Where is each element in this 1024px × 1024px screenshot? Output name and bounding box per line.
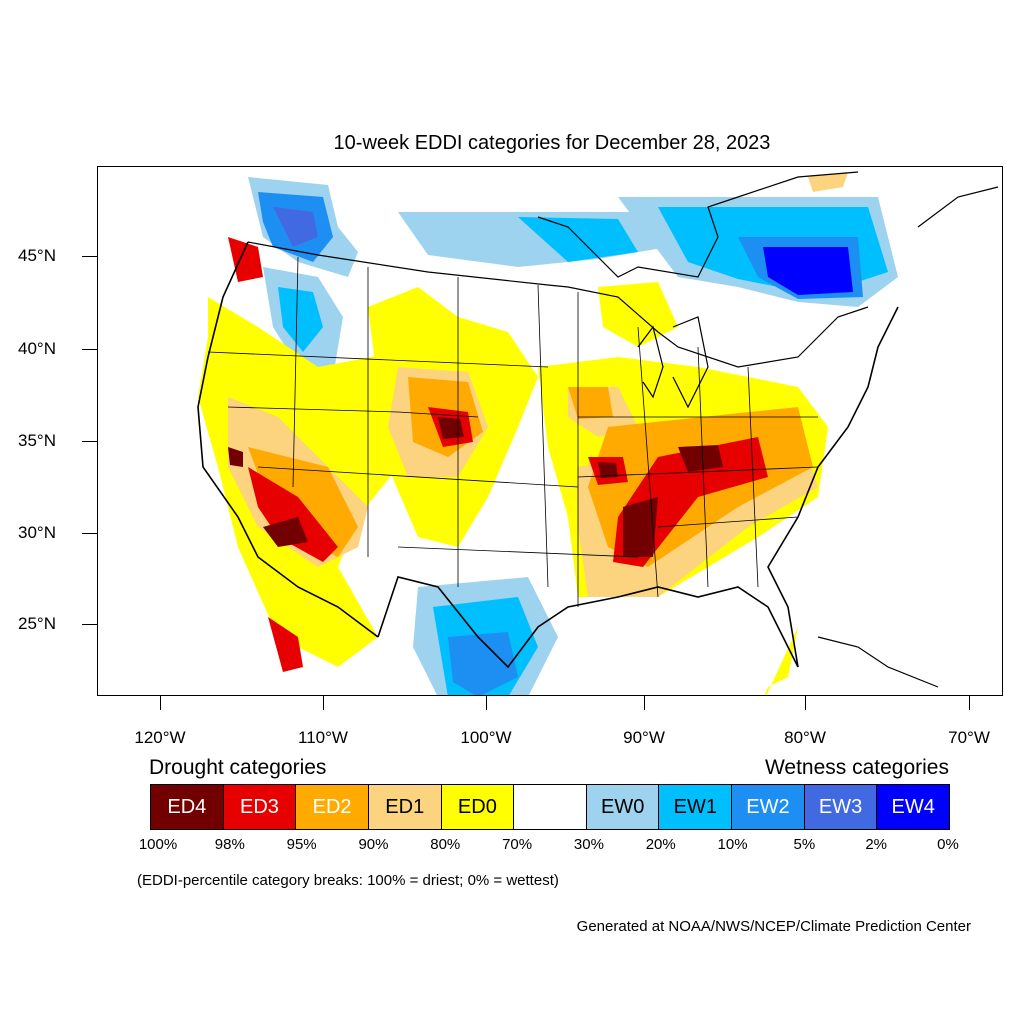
lon-tick (969, 696, 970, 710)
drought-categories-heading: Drought categories (149, 756, 327, 779)
lat-label-45: 45°N (18, 246, 56, 265)
eddi-map (97, 166, 1003, 696)
lon-tick (323, 696, 324, 710)
lon-label-70: 70°W (948, 728, 990, 747)
legend-box-ew2: EW2 (732, 785, 805, 829)
category-breaks-note: (EDDI-percentile category breaks: 100% =… (137, 872, 559, 889)
legend-box-ew3: EW3 (804, 785, 878, 829)
dry-regions (198, 172, 848, 695)
lat-tick (82, 624, 97, 625)
lon-tick (805, 696, 806, 710)
lon-label-120: 120°W (134, 728, 186, 747)
lat-label-40: 40°N (18, 339, 56, 358)
percent-break-label: 5% (793, 836, 816, 853)
legend-box-ed4: ED4 (151, 785, 224, 829)
boundaries (197, 171, 999, 688)
percent-break-label: 90% (358, 836, 389, 853)
lat-label-30: 30°N (18, 523, 56, 542)
percent-break-label: 10% (717, 836, 748, 853)
lon-tick (486, 696, 487, 710)
lat-label-25: 25°N (18, 614, 56, 633)
legend-box-ew0: EW0 (586, 785, 660, 829)
percent-break-label: 20% (645, 836, 676, 853)
percent-break-label: 98% (214, 836, 245, 853)
legend-box-ed3: ED3 (223, 785, 297, 829)
legend-box-neutral (514, 785, 587, 829)
lon-label-80: 80°W (784, 728, 826, 747)
legend-box-ew4: EW4 (877, 785, 950, 829)
lon-label-110: 110°W (298, 728, 348, 747)
percent-break-label: 100% (138, 836, 178, 853)
lon-label-90: 90°W (623, 728, 665, 747)
lat-tick (82, 533, 97, 534)
lon-tick (644, 696, 645, 710)
percent-break-label: 80% (430, 836, 461, 853)
legend-box-ed2: ED2 (296, 785, 369, 829)
legend-box-ew1: EW1 (659, 785, 733, 829)
category-legend: ED4 ED3 ED2 ED1 ED0 EW0 EW1 EW2 EW3 EW4 (150, 784, 950, 830)
lon-tick (160, 696, 161, 710)
percent-break-label: 30% (573, 836, 604, 853)
legend-box-ed0: ED0 (441, 785, 515, 829)
map-title: 10-week EDDI categories for December 28,… (333, 132, 771, 154)
lat-tick (82, 441, 97, 442)
lon-label-100: 100°W (460, 728, 512, 747)
percent-break-label: 70% (502, 836, 533, 853)
credit-line: Generated at NOAA/NWS/NCEP/Climate Predi… (576, 918, 971, 935)
wetness-categories-heading: Wetness categories (764, 756, 949, 779)
percent-break-label: 95% (286, 836, 317, 853)
percent-break-label: 2% (865, 836, 888, 853)
lat-tick (82, 256, 97, 257)
lat-label-35: 35°N (18, 431, 56, 450)
eddi-map-canvas (197, 171, 999, 695)
legend-box-ed1: ED1 (368, 785, 442, 829)
percent-break-label: 0% (937, 836, 959, 853)
lat-tick (82, 349, 97, 350)
